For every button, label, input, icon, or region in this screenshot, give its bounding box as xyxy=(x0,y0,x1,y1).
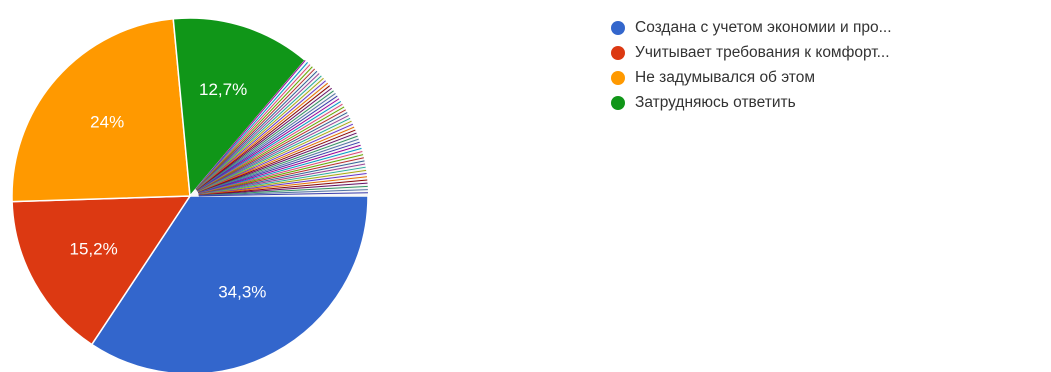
small-slice-10 xyxy=(196,80,326,191)
legend-item-4[interactable]: Затрудняюсь ответить xyxy=(611,91,892,115)
slice-label-1: 34,3% xyxy=(218,283,266,302)
small-slice-48 xyxy=(198,192,368,197)
small-slice-24 xyxy=(197,117,351,193)
slice-label-3: 24% xyxy=(90,112,124,131)
small-slice-45 xyxy=(198,182,368,196)
small-slice-23 xyxy=(197,114,349,193)
small-slice-35 xyxy=(198,150,363,195)
small-slice-13 xyxy=(196,87,332,192)
pie-slices xyxy=(11,17,369,372)
small-slice-39 xyxy=(198,163,366,195)
legend-label: Не задумывался об этом xyxy=(635,69,816,86)
small-slice-38 xyxy=(198,160,365,195)
legend-dot-icon xyxy=(611,71,625,85)
small-slice-37 xyxy=(198,157,364,195)
small-slice-46 xyxy=(198,185,368,197)
small-slice-22 xyxy=(197,112,348,193)
slice-label-4: 12,7% xyxy=(199,80,247,99)
small-slice-8 xyxy=(196,75,322,191)
small-slice-6 xyxy=(195,70,318,191)
legend-item-1[interactable]: Создана с учетом экономии и про... xyxy=(611,16,892,40)
legend-dot-icon xyxy=(611,21,625,35)
small-slice-36 xyxy=(198,154,364,195)
small-slice-2 xyxy=(195,62,308,190)
small-slice-1 xyxy=(195,59,306,190)
small-slice-21 xyxy=(197,109,346,193)
small-slice-40 xyxy=(198,166,366,196)
small-slice-29 xyxy=(198,132,357,194)
small-slice-12 xyxy=(196,85,331,191)
small-slice-17 xyxy=(197,98,340,192)
chart-legend: Создана с учетом экономии и про... Учитыв… xyxy=(611,16,892,116)
small-slice-5 xyxy=(195,68,316,191)
small-slice-11 xyxy=(196,82,328,191)
slice-labels: 34,3% 15,2% 24% 12,7% xyxy=(69,80,266,302)
small-slice-43 xyxy=(198,176,368,196)
small-slice-47 xyxy=(198,189,368,197)
small-slices-group xyxy=(190,59,368,197)
legend-dot-icon xyxy=(611,96,625,110)
pie-chart: 34,3% 15,2% 24% 12,7% xyxy=(11,17,369,372)
small-slice-14 xyxy=(196,90,334,192)
small-slice-18 xyxy=(197,101,342,192)
small-slice-31 xyxy=(198,138,359,194)
small-slice-32 xyxy=(198,141,360,194)
small-slice-16 xyxy=(197,95,338,192)
pie-slice-1[interactable] xyxy=(90,195,369,372)
small-slice-44 xyxy=(198,179,368,196)
small-slice-30 xyxy=(198,135,358,194)
small-slice-19 xyxy=(197,103,343,192)
small-slice-15 xyxy=(196,93,336,192)
pie-slice-3[interactable] xyxy=(11,17,191,203)
legend-label: Учитывает требования к комфорт... xyxy=(635,44,890,61)
small-slice-34 xyxy=(198,147,362,195)
legend-label: Создана с учетом экономии и про... xyxy=(635,19,892,36)
small-slice-4 xyxy=(195,66,313,190)
slice-label-2: 15,2% xyxy=(69,239,117,258)
legend-dot-icon xyxy=(611,46,625,60)
small-slice-26 xyxy=(197,123,354,193)
small-slice-27 xyxy=(198,126,355,194)
small-slice-20 xyxy=(197,106,345,192)
small-slice-3 xyxy=(195,64,311,190)
small-slice-9 xyxy=(196,77,324,191)
small-slice-41 xyxy=(198,169,367,196)
pie-slice-4[interactable] xyxy=(172,17,307,198)
legend-item-2[interactable]: Учитывает требования к комфорт... xyxy=(611,41,892,65)
pie-slice-2[interactable] xyxy=(11,195,192,346)
small-slice-33 xyxy=(198,144,361,194)
legend-item-3[interactable]: Не задумывался об этом xyxy=(611,66,892,90)
small-slice-28 xyxy=(198,129,356,194)
small-slice-25 xyxy=(197,120,352,193)
small-slice-7 xyxy=(196,73,320,191)
small-slice-42 xyxy=(198,173,367,196)
legend-label: Затрудняюсь ответить xyxy=(635,94,796,111)
